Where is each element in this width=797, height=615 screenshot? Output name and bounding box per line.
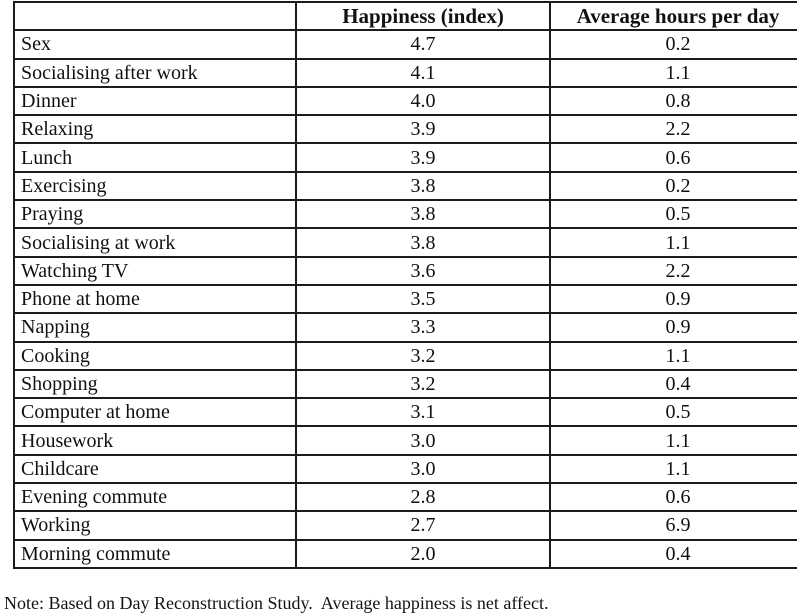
table-row: Dinner 4.0 0.8 [13,85,797,117]
hours-value: 6.9 [549,510,797,541]
table-row: Cooking 3.2 1.1 [13,340,797,371]
table-row: Morning commute 2.0 0.4 [13,538,797,569]
happiness-value: 3.8 [295,227,551,258]
happiness-value: 4.1 [295,57,551,88]
hours-value: 0.5 [549,199,797,230]
hours-value: 1.1 [549,453,797,485]
table-row: Evening commute 2.8 0.6 [13,482,797,513]
happiness-value: 3.9 [295,142,551,173]
table-row: Computer at home 3.1 0.5 [13,397,797,428]
hours-value: 0.9 [549,283,797,315]
happiness-value: 3.2 [295,340,551,371]
table-body: Sex 4.7 0.2 Socialising after work 4.1 1… [13,29,797,569]
activity-label: Socialising at work [13,227,297,258]
happiness-value: 2.8 [295,482,551,513]
activity-label: Childcare [13,453,297,485]
hours-value: 1.1 [549,227,797,258]
hours-value: 0.4 [549,538,797,569]
happiness-value: 3.6 [295,255,551,286]
happiness-value: 4.7 [295,29,551,60]
hours-value: 2.2 [549,114,797,145]
activity-label: Sex [13,29,297,60]
happiness-value: 3.9 [295,114,551,145]
activity-label: Praying [13,199,297,230]
happiness-value: 3.0 [295,453,551,485]
activity-label: Relaxing [13,114,297,145]
hours-value: 2.2 [549,255,797,286]
table-row: Shopping 3.2 0.4 [13,368,797,400]
header-average-hours: Average hours per day [549,1,797,32]
activity-label: Computer at home [13,397,297,428]
activity-label: Shopping [13,368,297,400]
table-row: Napping 3.3 0.9 [13,312,797,343]
table-row: Working 2.7 6.9 [13,510,797,541]
hours-value: 0.8 [549,85,797,117]
activity-label: Lunch [13,142,297,173]
happiness-value: 3.8 [295,199,551,230]
activity-label: Morning commute [13,538,297,569]
table-row: Childcare 3.0 1.1 [13,453,797,485]
table-row: Exercising 3.8 0.2 [13,170,797,202]
activity-label: Exercising [13,170,297,202]
activity-label: Phone at home [13,283,297,315]
activity-label: Cooking [13,340,297,371]
hours-value: 0.2 [549,29,797,60]
happiness-value: 3.8 [295,170,551,202]
hours-value: 0.2 [549,170,797,202]
table-row: Socialising after work 4.1 1.1 [13,57,797,88]
activity-label: Dinner [13,85,297,117]
header-happiness-index: Happiness (index) [295,1,551,32]
hours-value: 0.5 [549,397,797,428]
happiness-by-activity-table: Happiness (index) Average hours per day … [13,1,797,569]
happiness-value: 4.0 [295,85,551,117]
hours-value: 1.1 [549,340,797,371]
happiness-value: 2.7 [295,510,551,541]
activity-label: Socialising after work [13,57,297,88]
hours-value: 0.6 [549,142,797,173]
activity-label: Working [13,510,297,541]
happiness-value: 3.3 [295,312,551,343]
hours-value: 1.1 [549,57,797,88]
happiness-table-container: Happiness (index) Average hours per day … [13,1,797,569]
table-row: Phone at home 3.5 0.9 [13,283,797,315]
table-row: Lunch 3.9 0.6 [13,142,797,173]
table-row: Praying 3.8 0.5 [13,199,797,230]
table-row: Relaxing 3.9 2.2 [13,114,797,145]
happiness-value: 3.2 [295,368,551,400]
table-row: Socialising at work 3.8 1.1 [13,227,797,258]
table-row: Watching TV 3.6 2.2 [13,255,797,286]
happiness-value: 3.1 [295,397,551,428]
hours-value: 1.1 [549,425,797,456]
hours-value: 0.9 [549,312,797,343]
hours-value: 0.4 [549,368,797,400]
table-row: Sex 4.7 0.2 [13,29,797,60]
happiness-value: 3.5 [295,283,551,315]
hours-value: 0.6 [549,482,797,513]
happiness-value: 2.0 [295,538,551,569]
activity-label: Evening commute [13,482,297,513]
activity-label: Housework [13,425,297,456]
table-footnote: Note: Based on Day Reconstruction Study.… [4,593,549,613]
header-activity [13,1,297,32]
table-header-row: Happiness (index) Average hours per day [13,1,797,32]
table-row: Housework 3.0 1.1 [13,425,797,456]
happiness-value: 3.0 [295,425,551,456]
activity-label: Watching TV [13,255,297,286]
activity-label: Napping [13,312,297,343]
